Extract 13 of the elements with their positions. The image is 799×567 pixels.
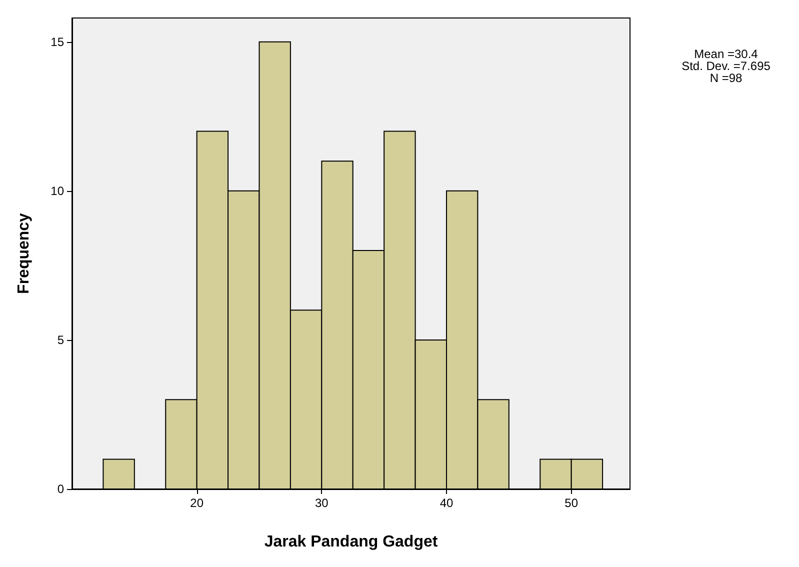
y-axis-title: Frequency bbox=[16, 212, 32, 294]
text: N =98 bbox=[710, 71, 742, 85]
text: Std. Dev. =7.695 bbox=[682, 59, 771, 73]
x-tick-label: 40 bbox=[440, 496, 454, 510]
y-tick-label: 0 bbox=[57, 482, 64, 496]
y-tick-label: 10 bbox=[50, 184, 64, 198]
y-tick-label: 5 bbox=[57, 332, 64, 347]
x-tick-label: 50 bbox=[564, 496, 578, 510]
x-axis-title: Jarak Pandang Gadget bbox=[264, 534, 438, 550]
x-tick-label: 20 bbox=[190, 496, 204, 510]
x-tick-label: 30 bbox=[314, 496, 329, 510]
text: Mean =30.4 bbox=[694, 47, 758, 61]
y-tick-label: 15 bbox=[50, 34, 64, 49]
